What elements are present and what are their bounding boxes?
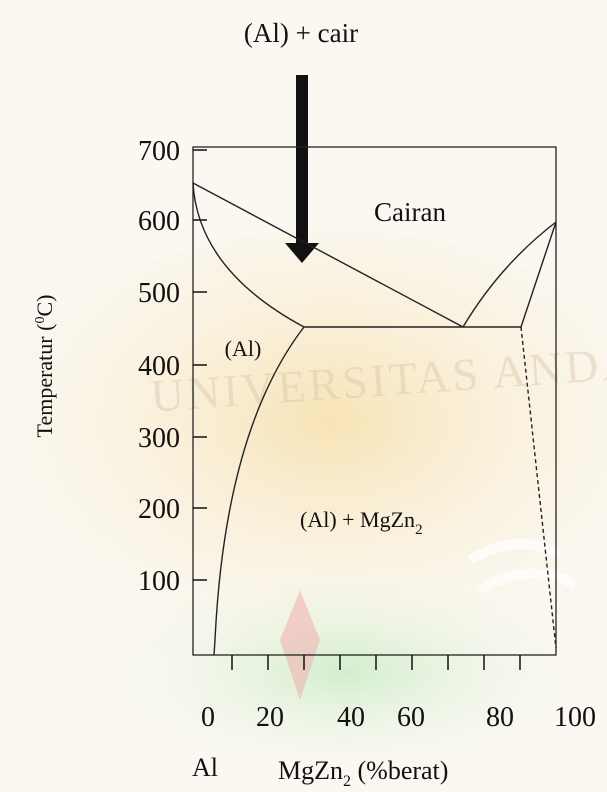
x-tick-label: 100	[554, 702, 596, 733]
x-tick-label: 60	[397, 702, 425, 733]
x-tick-label: 20	[256, 702, 284, 733]
liquid-plus-alpha-annotation: (Al) + cair	[244, 18, 358, 48]
annotation-arrow-shaft	[296, 75, 308, 247]
alpha-region-label: (Al)	[225, 336, 262, 361]
x-tick-marks	[231, 655, 521, 670]
y-tick-label: 300	[138, 423, 180, 454]
x-tick-label: 80	[486, 702, 514, 733]
liquidus-line-right	[462, 221, 557, 328]
y-axis-title: Temperatur (0C)	[32, 295, 57, 438]
y-tick-label: 100	[138, 566, 180, 597]
liquidus-line-left	[192, 182, 464, 328]
watermark-wave-1	[467, 538, 563, 565]
y-tick-marks	[193, 149, 207, 581]
solidus-line	[192, 182, 305, 328]
solvus-line	[213, 326, 305, 656]
y-tick-label: 600	[138, 206, 180, 237]
two-phase-label-main: (Al) + MgZn	[300, 507, 415, 532]
x-axis-title: MgZn2 (%berat)	[278, 756, 448, 790]
two-phase-region-label: (Al) + MgZn2	[300, 507, 423, 538]
compound-liquidus	[520, 221, 557, 328]
y-tick-label: 500	[138, 278, 180, 309]
y-tick-label: 200	[138, 494, 180, 525]
x-tick-labels: 0 20 40 60 80 100	[201, 702, 596, 733]
x-tick-label: 40	[337, 702, 365, 733]
x-tick-label: 0	[201, 702, 215, 733]
y-axis-title-prefix: Temperatur (	[32, 324, 57, 438]
liquid-region-label: Cairan	[374, 197, 446, 227]
aluminum-end-label: Al	[192, 753, 218, 782]
y-tick-labels: 700 600 500 400 300 200 100	[138, 136, 180, 597]
two-phase-label-subscript: 2	[415, 522, 423, 538]
plot-frame	[192, 146, 557, 656]
watermark-red-diamond	[280, 590, 320, 700]
y-tick-label: 400	[138, 351, 180, 382]
watermark-wave-2	[477, 568, 578, 595]
compound-solubility-dashed	[520, 326, 557, 649]
x-axis-title-subscript: 2	[343, 773, 351, 790]
annotation-arrow-head	[285, 243, 319, 263]
y-tick-label: 700	[138, 136, 180, 167]
y-axis-title-superscript: 0	[33, 317, 48, 324]
x-axis-title-suffix: (%berat)	[351, 756, 448, 785]
x-axis-title-prefix: MgZn	[278, 756, 343, 785]
y-axis-title-suffix: C)	[32, 295, 57, 317]
